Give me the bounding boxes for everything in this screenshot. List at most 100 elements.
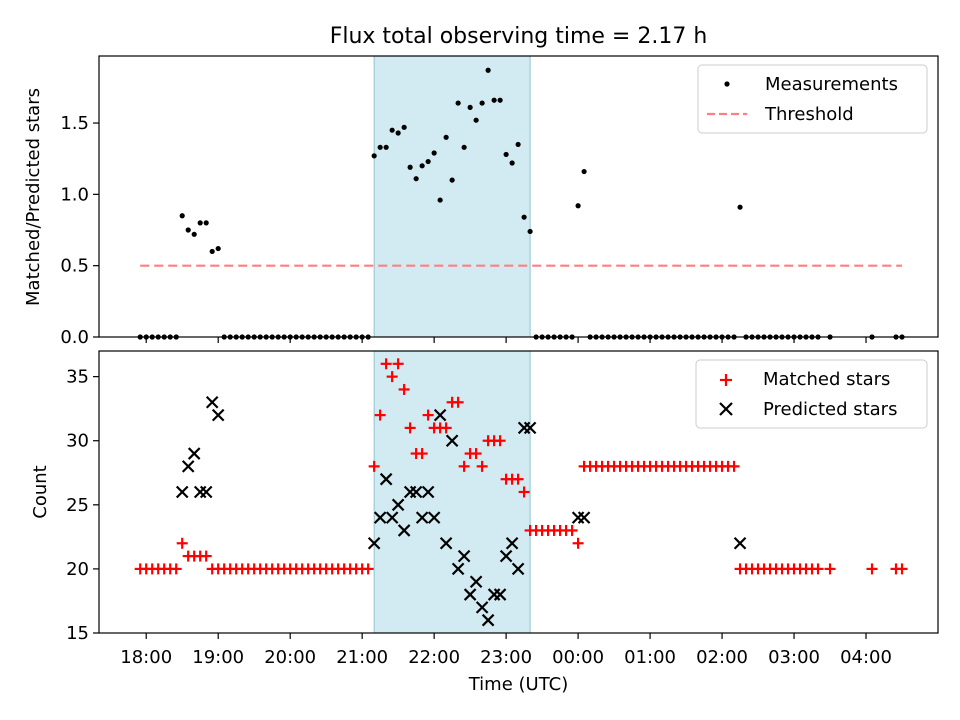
predicted-star-point bbox=[193, 485, 207, 499]
x-tick-label: 02:00 bbox=[696, 647, 748, 668]
measurement-point bbox=[215, 245, 221, 252]
predicted-star-point bbox=[493, 588, 507, 601]
predicted-star-point bbox=[379, 472, 393, 486]
matched-star-point bbox=[896, 563, 908, 575]
measurement-point bbox=[581, 168, 587, 175]
legend-label-matched: Matched stars bbox=[763, 369, 890, 390]
matched-star-point bbox=[392, 358, 404, 370]
x-tick-label: 21:00 bbox=[336, 647, 388, 668]
matched-star-point bbox=[812, 563, 824, 575]
measurement-point bbox=[509, 160, 515, 166]
matched-star-point bbox=[176, 537, 188, 549]
predicted-star-point bbox=[421, 485, 435, 499]
matched-star-point bbox=[386, 371, 398, 383]
measurement-point bbox=[467, 104, 473, 110]
matched-star-point bbox=[824, 563, 836, 575]
y-tick-label: 20 bbox=[66, 559, 89, 580]
measurement-point bbox=[473, 117, 479, 123]
matched-star-point bbox=[518, 486, 530, 498]
predicted-star-point bbox=[397, 524, 411, 537]
panel-ratio: 0.0 0.5 1.0 1.5 Matched/Predicted stars Mea… bbox=[23, 55, 939, 348]
x-tick-label: 18:00 bbox=[120, 647, 172, 668]
predicted-star-point bbox=[505, 536, 519, 550]
x-tick-label: 01:00 bbox=[624, 647, 676, 668]
matched-star-point bbox=[362, 563, 374, 575]
predicted-star-point bbox=[385, 511, 399, 524]
measurement-point bbox=[383, 144, 389, 150]
matched-star-point bbox=[416, 448, 428, 460]
legend-box bbox=[695, 359, 928, 429]
observing-span bbox=[373, 55, 531, 338]
predicted-star-point bbox=[457, 549, 471, 563]
observing-span bbox=[373, 350, 531, 634]
predicted-star-point bbox=[175, 485, 189, 499]
legend-box bbox=[697, 64, 928, 134]
legend-label-measurements: Measurements bbox=[765, 74, 898, 95]
measurement-point bbox=[455, 100, 461, 106]
measurement-point bbox=[491, 97, 497, 103]
measurement-point bbox=[437, 197, 443, 203]
measurement-point bbox=[575, 203, 581, 209]
measurement-point bbox=[179, 213, 185, 219]
measurement-point bbox=[425, 158, 431, 165]
legend-x-marker bbox=[719, 402, 733, 416]
measurement-point bbox=[449, 177, 455, 183]
predicted-star-point bbox=[187, 447, 201, 460]
predicted-star-point bbox=[391, 498, 405, 512]
measurement-point bbox=[737, 204, 743, 210]
predicted-star-point bbox=[523, 421, 537, 435]
measurement-point bbox=[209, 248, 215, 255]
measurement-point bbox=[191, 231, 197, 237]
y-tick-label: 0.5 bbox=[60, 256, 89, 277]
measurement-point bbox=[419, 163, 425, 169]
matched-star-point bbox=[440, 422, 452, 434]
panel-count: 15 20 25 30 35 18:00 19:00 20:00 21:00 22:00 23:0… bbox=[30, 350, 939, 668]
matched-star-point bbox=[374, 409, 386, 421]
predicted-star-point bbox=[475, 601, 489, 614]
y-tick-label: 25 bbox=[66, 495, 89, 516]
matched-star-point bbox=[170, 563, 182, 575]
matched-star-point bbox=[380, 358, 392, 370]
matched-star-point bbox=[494, 435, 506, 447]
plot-frame bbox=[98, 55, 939, 338]
measurement-point bbox=[431, 150, 437, 156]
matched-star-point bbox=[458, 460, 470, 472]
measurement-point bbox=[197, 220, 203, 226]
measurement-point bbox=[521, 214, 527, 220]
x-tick-label: 19:00 bbox=[192, 647, 244, 668]
y-tick-label: 1.0 bbox=[60, 184, 89, 205]
matched-star-point bbox=[200, 550, 212, 562]
measurement-point bbox=[515, 141, 521, 148]
matched-star-point bbox=[398, 383, 410, 395]
matched-star-point bbox=[470, 448, 482, 460]
y-axis-label: Count bbox=[30, 465, 51, 518]
matched-star-point bbox=[422, 409, 434, 421]
plot-frame bbox=[98, 350, 939, 634]
predicted-star-point bbox=[511, 562, 525, 576]
matched-star-point bbox=[404, 422, 416, 434]
predicted-star-point bbox=[427, 511, 441, 524]
measurement-point bbox=[401, 124, 407, 130]
measurement-point bbox=[461, 144, 467, 150]
measurement-point bbox=[479, 100, 485, 106]
y-tick-label: 0.0 bbox=[60, 327, 89, 348]
predicted-star-point bbox=[733, 536, 747, 550]
matched-star-point bbox=[728, 460, 740, 472]
measurement-point bbox=[497, 97, 503, 103]
predicted-star-point bbox=[439, 536, 453, 550]
matched-star-point bbox=[476, 460, 488, 472]
predicted-star-point bbox=[469, 575, 483, 589]
x-tick-label: 22:00 bbox=[408, 647, 460, 668]
predicted-star-point bbox=[481, 613, 495, 627]
y-tick-label: 35 bbox=[66, 367, 89, 388]
predicted-star-point bbox=[199, 485, 213, 499]
legend-label-threshold: Threshold bbox=[764, 104, 854, 125]
x-tick-label: 23:00 bbox=[480, 647, 532, 668]
measurement-point bbox=[377, 144, 383, 150]
x-tick-label: 00:00 bbox=[552, 647, 604, 668]
measurement-point bbox=[503, 151, 509, 158]
x-tick-label: 04:00 bbox=[840, 647, 892, 668]
y-tick-label: 1.5 bbox=[60, 113, 89, 134]
predicted-star-point bbox=[463, 588, 477, 601]
predicted-star-point bbox=[415, 511, 429, 524]
